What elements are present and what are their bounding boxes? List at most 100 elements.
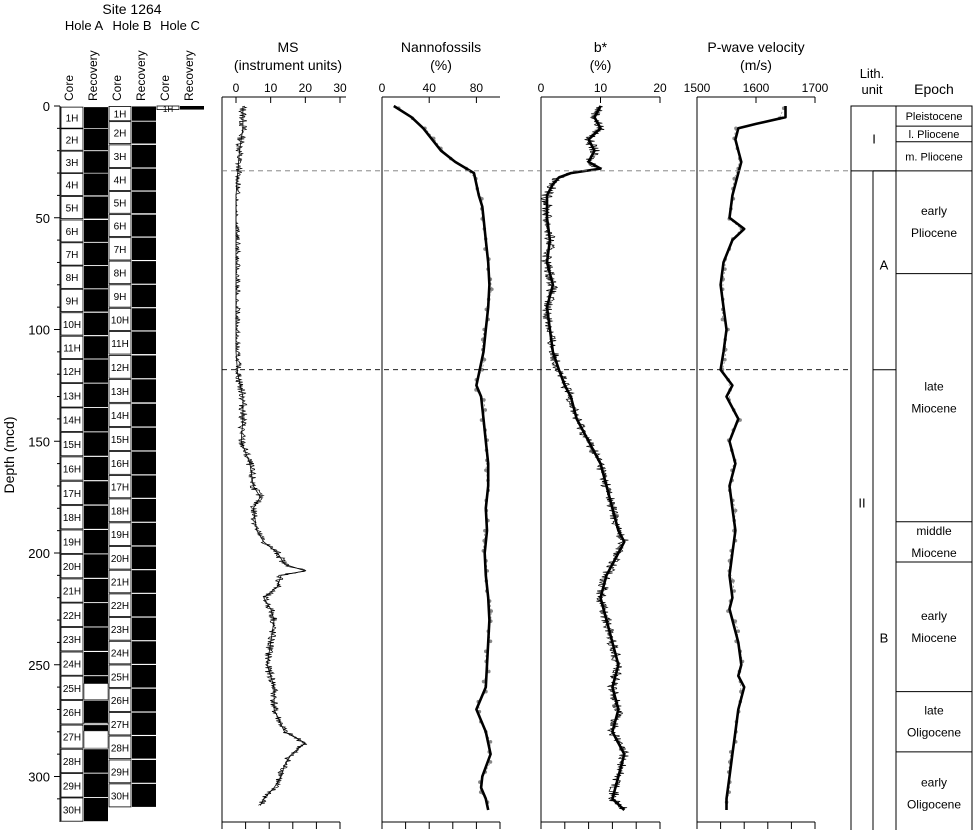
recovery-bar bbox=[132, 688, 156, 712]
recovery-bar bbox=[132, 783, 156, 807]
recovery-bar bbox=[84, 266, 108, 289]
core-label: 3H bbox=[114, 152, 127, 163]
unit-boundary-lines bbox=[222, 170, 850, 371]
sample-point bbox=[489, 609, 494, 613]
core-label: 2H bbox=[66, 136, 79, 147]
recovery-bar bbox=[84, 578, 108, 603]
recovery-bar bbox=[84, 219, 108, 242]
recovery-bar bbox=[132, 331, 156, 355]
panel-tick-label: 10 bbox=[594, 81, 608, 95]
hole-label: Hole C bbox=[160, 18, 200, 33]
panel-tick-label: 20 bbox=[653, 81, 667, 95]
core-label: 14H bbox=[111, 411, 129, 422]
recovery-bar bbox=[132, 664, 156, 688]
smoothed-series-line bbox=[393, 104, 492, 811]
core-label: 7H bbox=[114, 245, 127, 256]
recovery-bar bbox=[132, 759, 156, 783]
core-box bbox=[60, 196, 84, 220]
panel-tick-label: 30 bbox=[333, 81, 347, 95]
site-title: Site 1264 bbox=[102, 1, 161, 17]
core-label: 24H bbox=[63, 660, 81, 671]
core-column-header: Core bbox=[62, 75, 76, 101]
core-label: 15H bbox=[63, 440, 81, 451]
core-box bbox=[108, 475, 132, 499]
epoch-label: Miocene bbox=[911, 631, 957, 645]
core-label: 21H bbox=[63, 587, 81, 598]
recovery-bar bbox=[132, 237, 156, 260]
smoothed-series-line bbox=[719, 106, 787, 810]
core-box bbox=[108, 106, 132, 122]
recovery-bar bbox=[84, 505, 108, 529]
lith-subunit-label: A bbox=[880, 258, 889, 273]
panel-tick-label: 20 bbox=[299, 81, 313, 95]
recovery-bar bbox=[180, 106, 204, 110]
recovery-bar bbox=[132, 355, 156, 379]
core-column-header: Core bbox=[110, 75, 124, 101]
core-box bbox=[60, 128, 84, 151]
recovery-bar bbox=[84, 481, 108, 505]
sample-connector-line bbox=[722, 108, 785, 803]
core-label: 23H bbox=[63, 635, 81, 646]
core-box bbox=[108, 237, 132, 261]
core-label: 13H bbox=[63, 391, 81, 402]
core-label: 8H bbox=[114, 268, 127, 279]
panel-axis-label: (m/s) bbox=[740, 57, 772, 73]
core-label: 12H bbox=[63, 367, 81, 378]
core-box bbox=[108, 569, 132, 594]
recovery-column-header: Recovery bbox=[134, 50, 148, 101]
recovery-bar bbox=[132, 593, 156, 617]
core-box bbox=[108, 593, 132, 617]
recovery-gap bbox=[83, 722, 109, 725]
core-label: 23H bbox=[111, 625, 129, 636]
core-box bbox=[60, 431, 84, 457]
lith-unit-label: I bbox=[872, 131, 876, 146]
recovery-bar bbox=[84, 554, 108, 578]
core-box bbox=[60, 106, 84, 129]
core-label: 26H bbox=[111, 696, 129, 707]
core-label: 8H bbox=[66, 273, 79, 284]
panel-title: b* bbox=[594, 39, 608, 55]
core-box bbox=[108, 522, 132, 546]
recovery-bar bbox=[132, 403, 156, 427]
hole-label: Hole A bbox=[65, 18, 104, 33]
recovery-bar bbox=[132, 284, 156, 308]
recovery-bar bbox=[84, 700, 108, 723]
core-label: 30H bbox=[111, 791, 129, 802]
recovery-bar bbox=[132, 498, 156, 522]
panel-title: Nannofossils bbox=[401, 39, 481, 55]
core-box bbox=[108, 688, 132, 712]
epoch-label: Oligocene bbox=[907, 726, 961, 740]
core-box bbox=[60, 700, 84, 725]
sample-point bbox=[482, 398, 486, 402]
recovery-bar bbox=[84, 529, 108, 554]
depth-tick-label: 200 bbox=[28, 546, 50, 561]
recovery-bar bbox=[84, 773, 108, 798]
hole-label: Hole B bbox=[112, 18, 151, 33]
core-box bbox=[60, 602, 84, 627]
core-box bbox=[60, 150, 84, 174]
epoch-label: l. Pliocene bbox=[909, 129, 960, 141]
core-label: 30H bbox=[63, 806, 81, 817]
sample-point bbox=[732, 176, 737, 181]
core-label: 20H bbox=[63, 562, 81, 573]
lith-unit-label: II bbox=[858, 496, 865, 511]
core-label: 6H bbox=[66, 227, 79, 238]
core-box bbox=[108, 640, 132, 665]
core-label: 28H bbox=[63, 757, 81, 768]
lith-subunit-label: B bbox=[880, 630, 889, 645]
recovery-bar bbox=[84, 725, 108, 731]
sample-point bbox=[731, 579, 735, 583]
core-label: 9H bbox=[114, 292, 127, 303]
core-box bbox=[60, 359, 84, 384]
recovery-bar bbox=[132, 617, 156, 641]
core-label: 10H bbox=[111, 315, 129, 326]
depth-axis-label: Depth (mcd) bbox=[1, 416, 17, 493]
epoch-label: m. Pliocene bbox=[905, 151, 962, 163]
epoch-label: early bbox=[921, 775, 947, 789]
recovery-bar bbox=[132, 308, 156, 331]
smoothed-series-line bbox=[545, 105, 626, 811]
sample-point bbox=[488, 760, 493, 764]
panel-title: MS bbox=[278, 39, 299, 55]
recovery-bar bbox=[132, 451, 156, 475]
core-label: 25H bbox=[63, 684, 81, 695]
